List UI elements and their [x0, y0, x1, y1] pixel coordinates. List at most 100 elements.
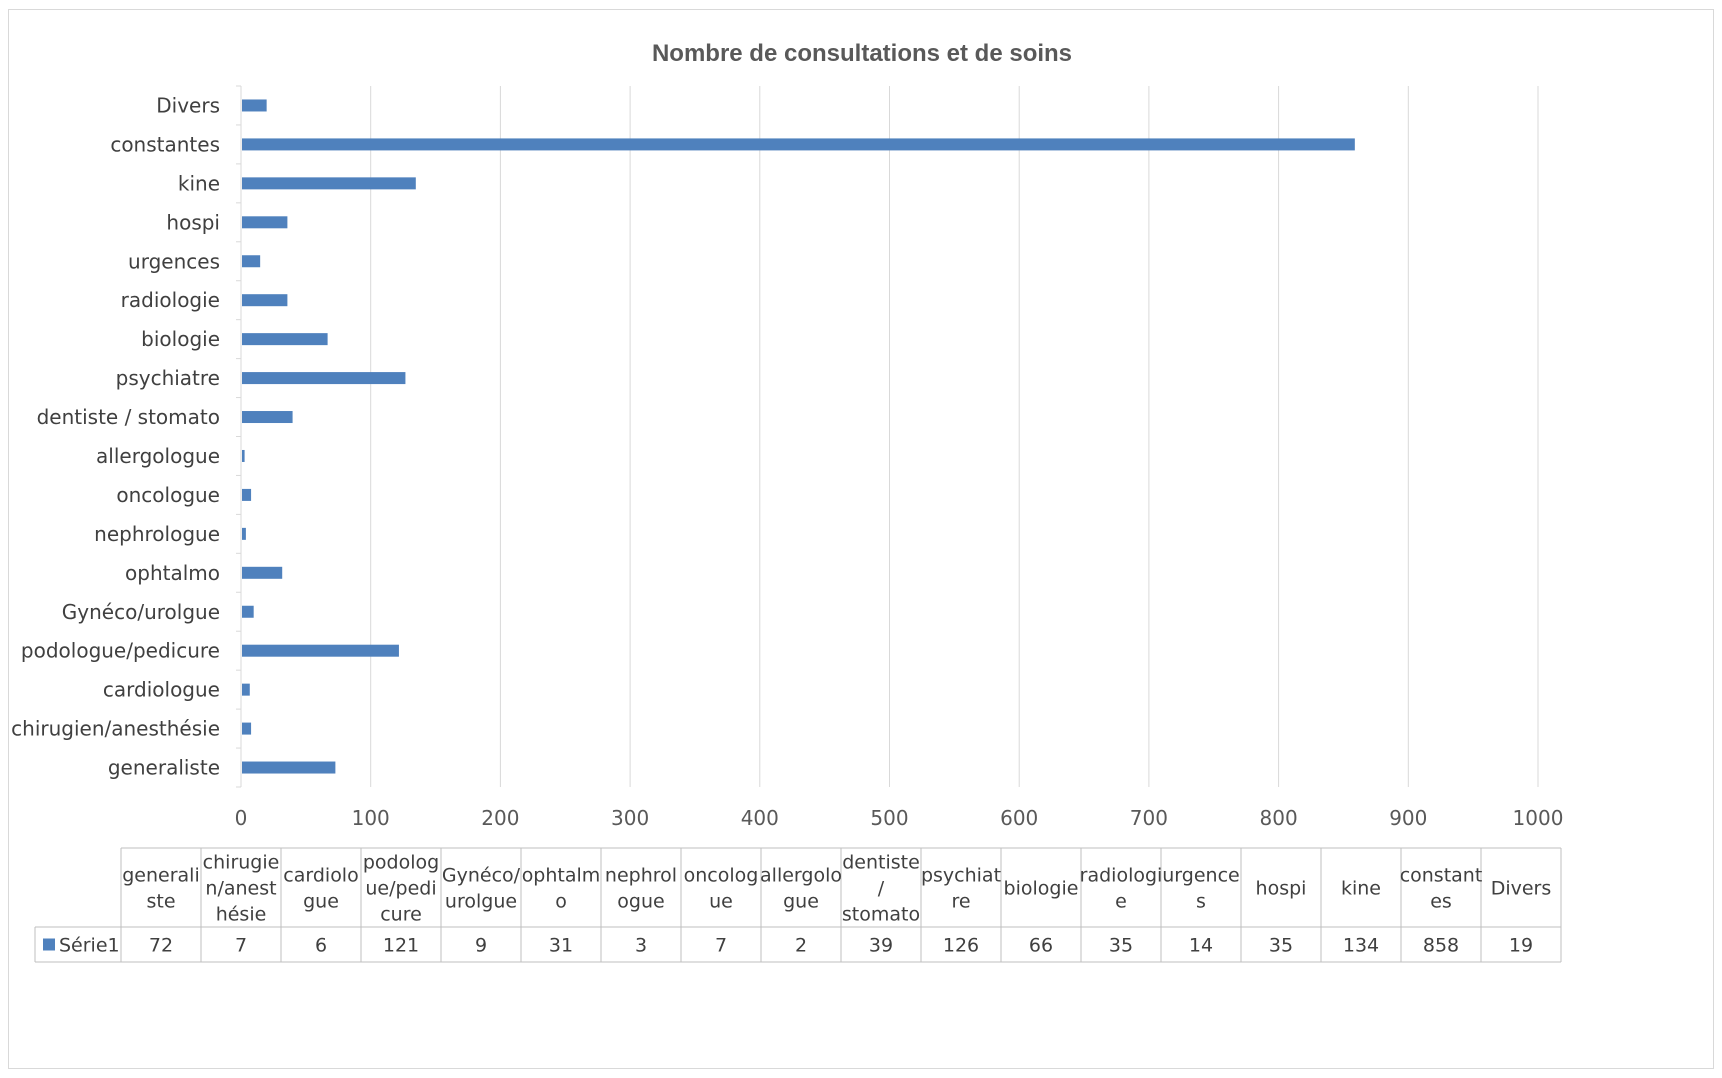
- table-value: 858: [1423, 935, 1459, 957]
- category-label: biologie: [141, 327, 220, 351]
- table-header-text: Gynéco/: [442, 865, 521, 887]
- category-label: allergologue: [96, 444, 220, 468]
- table-header-text: constant: [1400, 865, 1483, 887]
- bar: [242, 527, 246, 540]
- table-value: 31: [549, 935, 573, 957]
- chart-frame: Nombre de consultations et de soins gene…: [8, 9, 1714, 1069]
- table-header-text: re: [951, 891, 970, 913]
- category-label: Gynéco/urolgue: [62, 600, 220, 624]
- x-tick-label: 800: [1260, 806, 1298, 830]
- table-header-text: oncolog: [684, 865, 759, 887]
- bar: [242, 333, 328, 346]
- table-header-text: cardiolo: [283, 865, 358, 887]
- table-header-text: psychiat: [921, 865, 1001, 887]
- table-header-text: urgence: [1162, 865, 1239, 887]
- bar-chart: Nombre de consultations et de soins gene…: [11, 40, 1564, 963]
- bar: [242, 566, 283, 579]
- category-label: dentiste / stomato: [37, 405, 220, 429]
- table-header-text: radiologi: [1080, 865, 1163, 887]
- category-label: radiologie: [121, 288, 220, 312]
- table-value: 2: [795, 935, 807, 957]
- category-label: nephrologue: [94, 522, 220, 546]
- table-header-text: ophtalm: [522, 865, 601, 887]
- table-header-text: Divers: [1491, 878, 1552, 900]
- table-value: 35: [1109, 935, 1133, 957]
- table-header-text: generali: [122, 865, 200, 887]
- table-header-text: ogue: [617, 891, 664, 913]
- table-header-text: urolgue: [445, 891, 517, 913]
- bar: [242, 605, 254, 618]
- x-tick-label: 0: [235, 806, 248, 830]
- category-label: constantes: [110, 132, 220, 156]
- x-tick-label: 600: [1000, 806, 1038, 830]
- table-header-text: stomato: [842, 904, 920, 926]
- bar: [242, 644, 399, 657]
- bar: [242, 99, 267, 112]
- category-label: Divers: [156, 93, 220, 117]
- table-header-text: podolog: [363, 852, 439, 874]
- x-tick-label: 700: [1130, 806, 1168, 830]
- bar: [242, 683, 250, 696]
- table-header-text: o: [555, 891, 567, 913]
- table-header-text: s: [1196, 891, 1206, 913]
- table-value: 126: [943, 935, 979, 957]
- category-label: hospi: [166, 210, 220, 234]
- table-value: 14: [1189, 935, 1213, 957]
- legend-series-name: Série1: [59, 935, 120, 957]
- chart-title: Nombre de consultations et de soins: [652, 40, 1072, 67]
- legend-swatch: [43, 938, 55, 951]
- table-value: 39: [869, 935, 893, 957]
- table-header-text: /: [878, 878, 885, 900]
- table-value: 35: [1269, 935, 1293, 957]
- table-header-text: e: [1115, 891, 1127, 913]
- category-label: chirugien/anesthésie: [11, 717, 220, 741]
- x-tick-label: 300: [611, 806, 649, 830]
- table-header-text: ue/pedi: [365, 878, 436, 900]
- bar: [242, 411, 293, 424]
- table-header-text: gue: [303, 891, 339, 913]
- x-tick-label: 500: [870, 806, 908, 830]
- category-label: generaliste: [108, 756, 220, 780]
- category-label: podologue/pedicure: [21, 639, 220, 663]
- table-value: 7: [715, 935, 727, 957]
- x-tick-label: 400: [741, 806, 779, 830]
- bar: [242, 216, 288, 229]
- table-header-text: ste: [146, 891, 175, 913]
- x-tick-label: 900: [1389, 806, 1427, 830]
- table-value: 66: [1029, 935, 1053, 957]
- table-header-text: chirugie: [203, 852, 280, 874]
- bar: [242, 722, 252, 735]
- table-value: 19: [1509, 935, 1533, 957]
- table-header-text: biologie: [1004, 878, 1079, 900]
- table-header-text: hospi: [1256, 878, 1307, 900]
- x-tick-labels: 0 100 200 300 400 500 600 700 800 900 1000: [235, 806, 1564, 830]
- table-header-text: dentiste: [842, 852, 920, 874]
- category-label: urgences: [128, 249, 220, 273]
- category-label: psychiatre: [116, 366, 220, 390]
- table-header-text: allergolo: [760, 865, 842, 887]
- table-header-text: nephrol: [605, 865, 677, 887]
- bar: [242, 138, 1355, 151]
- table-value: 3: [635, 935, 647, 957]
- table-header-text: ue: [709, 891, 733, 913]
- table-value: 7: [235, 935, 247, 957]
- table-header-text: cure: [380, 904, 422, 926]
- table-value: 134: [1343, 935, 1379, 957]
- bar: [242, 294, 288, 307]
- bar: [242, 449, 245, 462]
- table-header-text: gue: [783, 891, 819, 913]
- bar: [242, 177, 416, 190]
- table-header-text: kine: [1341, 878, 1381, 900]
- x-tick-label: 1000: [1513, 806, 1564, 830]
- table-value: 72: [149, 935, 173, 957]
- category-label: oncologue: [116, 483, 220, 507]
- table-header-text: es: [1430, 891, 1452, 913]
- table-value: 121: [383, 935, 419, 957]
- category-label: ophtalmo: [125, 561, 220, 585]
- x-tick-label: 200: [481, 806, 519, 830]
- category-labels: generaliste chirugien/anesthésie cardiolog…: [11, 93, 220, 779]
- table-header-text: n/anest: [205, 878, 276, 900]
- category-label: cardiologue: [103, 678, 220, 702]
- category-label: kine: [178, 171, 220, 195]
- table-value: 9: [475, 935, 487, 957]
